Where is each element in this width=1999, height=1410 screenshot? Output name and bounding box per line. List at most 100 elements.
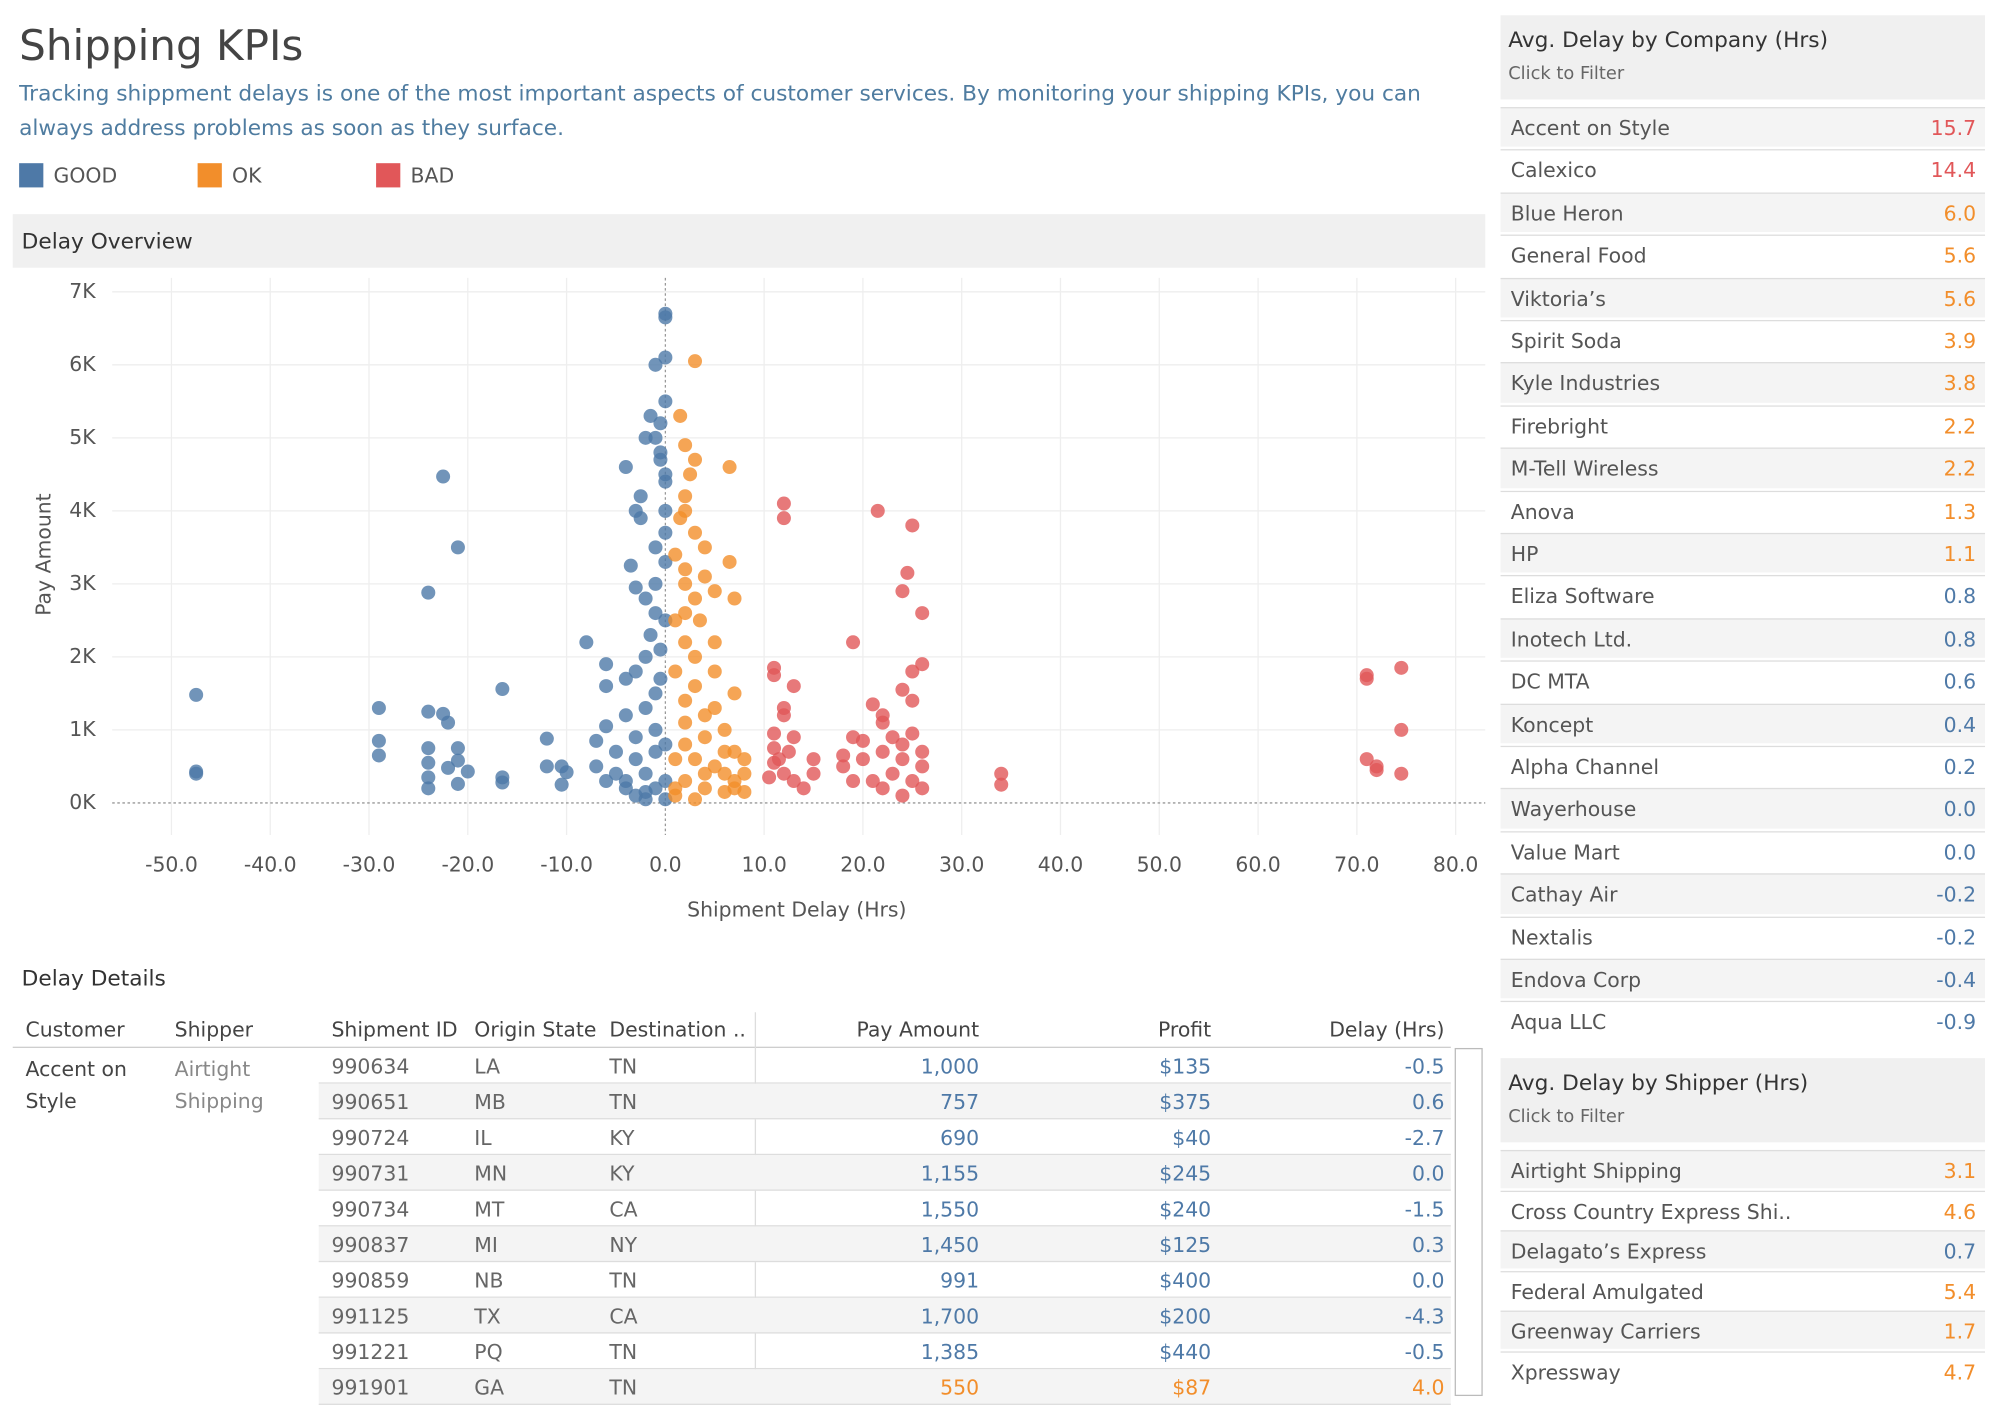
panel-hint: Click to Filter: [1508, 1106, 1625, 1128]
panel-row[interactable]: [1500, 405, 1986, 446]
point: [727, 591, 742, 606]
point: [638, 649, 653, 664]
panel-row[interactable]: [1500, 1351, 1986, 1390]
point: [687, 452, 703, 467]
table-cell: PQ: [474, 1339, 503, 1365]
panel-label: M-Tell Wireless: [1510, 456, 1659, 481]
panel-row[interactable]: [1500, 830, 1986, 871]
point: [915, 657, 930, 672]
panel-label: Blue Heron: [1510, 201, 1624, 226]
point: [687, 354, 703, 369]
point: [722, 554, 737, 569]
point: [865, 697, 880, 712]
point: [638, 784, 653, 799]
table-cell: 1,700: [920, 1304, 980, 1329]
table-cell: -1.5: [1404, 1197, 1445, 1222]
panel-label: Anova: [1510, 499, 1575, 524]
panel-row[interactable]: [1500, 660, 1986, 701]
panel-row[interactable]: [1500, 532, 1986, 573]
point: [678, 715, 693, 730]
panel-row[interactable]: [1500, 447, 1986, 488]
panel-row[interactable]: [1500, 873, 1986, 914]
scrollbar[interactable]: [1454, 1047, 1483, 1397]
panel-row[interactable]: [1500, 1270, 1986, 1309]
table-cell: NB: [474, 1268, 504, 1293]
point: [737, 752, 752, 767]
point: [668, 752, 683, 767]
table-cell: $40: [1172, 1125, 1212, 1150]
panel-label: Calexico: [1510, 158, 1597, 183]
panel-row[interactable]: [1500, 490, 1986, 531]
panel-value: 2.2: [1943, 414, 1977, 439]
point: [653, 416, 668, 431]
table-cell: 0.0: [1412, 1161, 1445, 1186]
panel-row[interactable]: [1500, 234, 1986, 275]
panel-row[interactable]: [1500, 1149, 1986, 1188]
panel-value: 14.4: [1930, 158, 1977, 183]
point: [618, 708, 633, 723]
panel-row[interactable]: [1500, 107, 1986, 148]
legend-label: OK: [232, 163, 262, 188]
panel-row[interactable]: [1500, 618, 1986, 659]
point: [717, 766, 732, 781]
point: [707, 700, 722, 716]
point: [678, 562, 693, 577]
panel-row[interactable]: [1500, 916, 1986, 957]
point: [846, 635, 861, 650]
point: [599, 719, 614, 734]
point: [628, 752, 643, 767]
panel-row[interactable]: [1500, 1230, 1986, 1269]
point: [846, 774, 861, 789]
y-axis-title: Pay Amount: [32, 493, 56, 615]
point: [460, 764, 475, 779]
panel-row[interactable]: [1500, 149, 1986, 190]
panel-label: Value Mart: [1510, 839, 1620, 865]
point: [495, 775, 510, 790]
panel-row[interactable]: [1500, 1311, 1986, 1349]
panel-row[interactable]: [1500, 319, 1986, 361]
panel-row[interactable]: [1500, 575, 1986, 616]
point: [781, 744, 796, 759]
panel-row[interactable]: [1500, 703, 1986, 744]
point: [687, 525, 703, 540]
panel-row[interactable]: [1500, 788, 1986, 829]
panel-label: Greenway Carriers: [1510, 1320, 1701, 1345]
point: [697, 540, 712, 555]
row-rule: [318, 1296, 1451, 1298]
panel-row[interactable]: [1500, 958, 1986, 999]
x-tick-label: 0.0: [649, 853, 681, 877]
panel-label: Alpha Channel: [1510, 754, 1659, 779]
panel-value: 1.7: [1943, 1320, 1977, 1345]
panel-label: Firebright: [1510, 414, 1609, 439]
table-cell: -2.7: [1404, 1125, 1445, 1150]
panel-label: Federal Amulgated: [1510, 1279, 1704, 1304]
point: [371, 748, 386, 763]
point: [885, 766, 900, 781]
panel-row[interactable]: [1500, 745, 1986, 786]
point: [421, 770, 436, 785]
panel-row[interactable]: [1500, 362, 1986, 403]
panel-value: 3.9: [1943, 328, 1977, 354]
panel-row[interactable]: [1500, 277, 1986, 318]
point: [678, 576, 693, 591]
point: [189, 687, 204, 702]
panel-row[interactable]: [1500, 1190, 1986, 1228]
customer-cell: Accent on Style: [25, 1056, 127, 1113]
panel-label: Cross Country Express Shi..: [1510, 1199, 1792, 1224]
panel-row[interactable]: [1500, 192, 1986, 233]
point: [618, 671, 633, 686]
table-cell: 990734: [331, 1197, 410, 1222]
panel-header: [1500, 1058, 1986, 1143]
point: [905, 664, 920, 679]
panel-header: [1500, 15, 1986, 100]
table-cell: 990731: [331, 1161, 410, 1186]
table-cell: 550: [940, 1375, 980, 1400]
point: [687, 679, 703, 694]
table-cell: 1,450: [920, 1232, 980, 1258]
x-axis-title: Shipment Delay (Hrs): [687, 897, 906, 921]
point: [1394, 660, 1409, 675]
panel-row[interactable]: [1500, 1001, 1986, 1042]
point: [727, 744, 742, 759]
point: [707, 635, 722, 650]
point: [658, 503, 673, 518]
